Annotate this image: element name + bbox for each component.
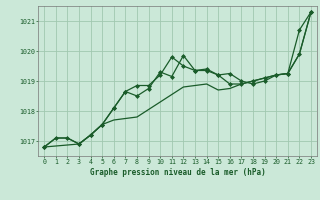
X-axis label: Graphe pression niveau de la mer (hPa): Graphe pression niveau de la mer (hPa) [90,168,266,177]
